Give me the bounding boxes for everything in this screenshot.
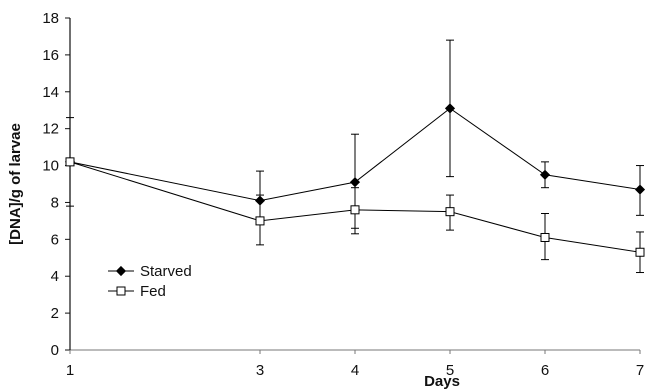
series-fed-point bbox=[255, 216, 265, 226]
series-fed-line bbox=[69, 161, 641, 253]
x-tick-label: 3 bbox=[256, 362, 264, 379]
legend-label: Starved bbox=[140, 263, 192, 280]
series-fed-point bbox=[445, 207, 455, 217]
y-tick-label: 12 bbox=[42, 121, 59, 138]
series-fed bbox=[65, 157, 645, 274]
series-fed-point bbox=[635, 247, 645, 257]
x-tick-label: 5 bbox=[446, 362, 454, 379]
legend: Starved Fed bbox=[108, 263, 192, 300]
y-tick-label: 18 bbox=[42, 10, 59, 27]
y-tick-label: 6 bbox=[51, 231, 59, 248]
y-tick-label: 16 bbox=[42, 47, 59, 64]
legend-label: Fed bbox=[140, 283, 166, 300]
series-starved-point bbox=[634, 184, 645, 195]
y-tick-label: 4 bbox=[51, 268, 59, 285]
series-starved-point bbox=[444, 103, 456, 114]
y-axis-title: [DNA]/g of larvae bbox=[7, 123, 24, 245]
x-tick-label: 4 bbox=[351, 362, 359, 379]
y-tick-label: 14 bbox=[42, 84, 59, 101]
series-layer bbox=[64, 39, 645, 274]
y-tick-label: 0 bbox=[51, 342, 59, 359]
series-starved-point bbox=[349, 177, 361, 188]
legend-item-starved: Starved bbox=[108, 263, 192, 280]
y-tick-label: 2 bbox=[51, 305, 59, 322]
y-tick-label: 8 bbox=[51, 194, 59, 211]
legend-marker bbox=[115, 265, 127, 277]
series-fed-point bbox=[540, 232, 550, 242]
series-fed-point bbox=[65, 157, 75, 167]
y-ticks: 0 2 4 6 8 10 12 14 16 18 bbox=[42, 10, 70, 359]
legend-marker bbox=[116, 286, 126, 296]
y-tick-label: 10 bbox=[42, 158, 59, 175]
x-tick-label: 7 bbox=[636, 362, 644, 379]
series-starved-point bbox=[539, 169, 551, 180]
series-fed-point bbox=[350, 205, 360, 215]
x-ticks: 1 3 4 5 6 7 bbox=[66, 350, 644, 379]
x-axis-title: Days bbox=[424, 373, 460, 389]
legend-item-fed: Fed bbox=[108, 283, 166, 300]
series-starved-line bbox=[69, 107, 641, 202]
x-tick-label: 6 bbox=[541, 362, 549, 379]
x-tick-label: 1 bbox=[66, 362, 74, 379]
